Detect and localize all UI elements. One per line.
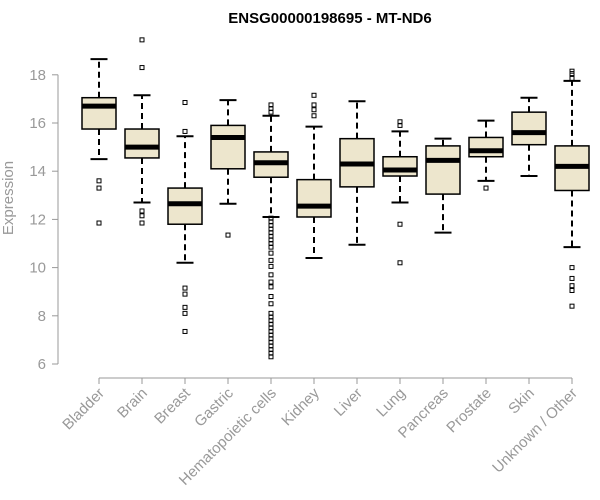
outlier-point (268, 250, 274, 256)
outlier-point (139, 220, 145, 226)
outlier-point (268, 263, 274, 269)
x-tick-label: Prostate (443, 385, 495, 437)
outlier-point (311, 102, 317, 108)
outlier-point (96, 220, 102, 226)
outlier-point (483, 185, 489, 191)
outlier-point (268, 279, 274, 285)
outlier-point (569, 287, 575, 293)
x-tick-label: Kidney (278, 384, 323, 429)
outlier-point (225, 232, 231, 238)
outlier-point (182, 310, 188, 316)
y-tick-label: 6 (38, 356, 46, 373)
outlier-point (569, 75, 575, 81)
outlier-point (569, 68, 575, 74)
outlier-point (268, 310, 274, 316)
iqr-box (468, 136, 504, 158)
box-group (296, 92, 332, 259)
outlier-point (182, 285, 188, 291)
iqr-box (382, 155, 418, 177)
outlier-point (182, 304, 188, 310)
box-group (468, 119, 504, 191)
y-tick-label: 10 (29, 260, 46, 277)
outlier-point (139, 65, 145, 71)
box-group (253, 102, 289, 360)
outlier-point (569, 275, 575, 281)
outlier-point (182, 291, 188, 297)
y-tick-label: 16 (29, 115, 46, 132)
x-tick-label: Liver (331, 385, 366, 420)
outlier-point (182, 128, 188, 134)
outlier-point (139, 213, 145, 219)
iqr-box (210, 124, 246, 170)
outlier-point (311, 92, 317, 98)
outlier-point (182, 100, 188, 106)
outlier-point (96, 178, 102, 184)
outlier-point (268, 272, 274, 278)
outlier-point (139, 37, 145, 43)
outlier-point (569, 283, 575, 289)
y-tick-label: 18 (29, 67, 46, 84)
outlier-point (182, 328, 188, 334)
x-tick-label: Lung (373, 385, 409, 421)
box-group (554, 68, 590, 309)
outlier-point (268, 215, 274, 221)
outlier-point (96, 185, 102, 191)
iqr-box (124, 128, 160, 159)
box-group (339, 100, 375, 246)
box-group (210, 99, 246, 238)
iqr-box (511, 111, 547, 146)
outlier-point (311, 107, 317, 113)
outlier-point (397, 119, 403, 125)
box-group (382, 119, 418, 266)
x-tick-label: Brain (114, 385, 151, 422)
outlier-point (397, 221, 403, 227)
box-group (81, 58, 117, 226)
outlier-point (268, 301, 274, 307)
outlier-point (268, 102, 274, 108)
chart-title: ENSG00000198695 - MT-ND6 (228, 10, 431, 27)
x-tick-label: Bladder (59, 385, 108, 434)
iqr-box (425, 145, 461, 195)
y-tick-label: 12 (29, 211, 46, 228)
outlier-point (268, 284, 274, 290)
outlier-point (397, 260, 403, 266)
y-axis-label: Expression (0, 161, 17, 235)
box-group (124, 37, 160, 226)
box-group (511, 96, 547, 178)
outlier-point (569, 265, 575, 271)
y-tick-label: 14 (29, 163, 46, 180)
x-tick-label: Skin (505, 385, 538, 418)
outlier-point (569, 303, 575, 309)
box-group (425, 137, 461, 234)
box-group (167, 100, 203, 334)
outlier-point (268, 294, 274, 300)
iqr-box (296, 178, 332, 218)
x-tick-label: Breast (151, 384, 194, 427)
iqr-box (81, 96, 117, 130)
outlier-point (139, 208, 145, 214)
outlier-point (311, 113, 317, 119)
boxes (81, 37, 590, 360)
y-tick-label: 8 (38, 308, 46, 325)
outlier-point (268, 257, 274, 263)
